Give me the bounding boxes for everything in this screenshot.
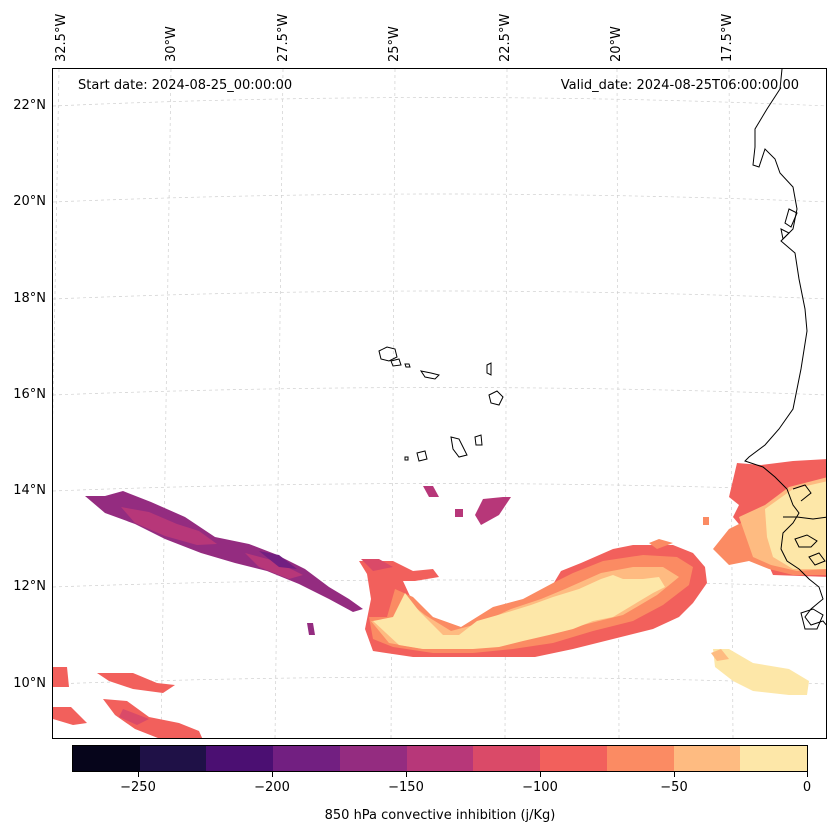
fogo-island xyxy=(416,450,428,462)
santiago-island xyxy=(450,436,468,458)
cin-fleck-east xyxy=(703,517,709,525)
cin-fleck-east-2 xyxy=(649,539,673,549)
cin-band-west-dark xyxy=(259,551,297,569)
bijagos-islands xyxy=(808,552,826,566)
colorbar-tick-mark xyxy=(138,772,139,777)
colorbar-tick-label: −150 xyxy=(388,780,424,795)
cin-band-center-pale xyxy=(373,575,665,649)
colorbar-swatch xyxy=(673,746,741,771)
colorbar-swatch xyxy=(606,746,674,771)
grid-lat-14n xyxy=(53,483,826,492)
grid-lat-18n xyxy=(53,290,826,300)
lat-label-14n: 14°N xyxy=(13,483,46,498)
guinea-coast-islands xyxy=(800,608,824,630)
cin-fleck-1 xyxy=(307,623,315,635)
grid-lat-12n xyxy=(53,579,826,588)
colorbar-tick-mark xyxy=(674,772,675,777)
colorbar-tick-mark xyxy=(272,772,273,777)
map-canvas xyxy=(53,69,826,738)
cin-sw-1 xyxy=(53,667,69,687)
cin-patch-mid-2 xyxy=(475,497,511,525)
grid-lon-32-5w xyxy=(53,69,60,425)
colorbar-tick-mark xyxy=(540,772,541,777)
maio-island xyxy=(474,434,483,446)
colorbar-swatch xyxy=(139,746,207,771)
brava-island xyxy=(404,456,409,461)
grid-lat-10n xyxy=(53,676,826,685)
coast-inlet-north-2 xyxy=(780,228,790,241)
lat-label-18n: 18°N xyxy=(13,291,46,306)
map-plot-area[interactable] xyxy=(52,68,827,739)
lat-label-22n: 22°N xyxy=(13,98,46,113)
lon-label-20w: 20°W xyxy=(609,26,624,62)
lon-label-27-5w: 27.5°W xyxy=(276,13,291,62)
colorbar-swatch xyxy=(339,746,407,771)
colorbar-tick-label: −200 xyxy=(254,780,290,795)
grid-lon-30w xyxy=(160,69,172,738)
lon-label-17-5w: 17.5°W xyxy=(720,13,735,62)
guinea-bissau-islands xyxy=(794,534,818,548)
lat-label-10n: 10°N xyxy=(13,676,46,691)
santa-luzia-island xyxy=(404,363,411,368)
coastlines xyxy=(378,69,826,630)
cin-sw-3-inner xyxy=(119,709,149,725)
cin-patch-mid-1 xyxy=(423,486,439,497)
west-africa-coastline xyxy=(744,69,826,626)
grid-lat-20n xyxy=(53,193,826,203)
grid-lon-20w xyxy=(616,69,620,738)
cin-se-patch-edge xyxy=(711,649,729,661)
gambia-coast xyxy=(783,516,826,520)
lon-label-32-5w: 32.5°W xyxy=(54,13,69,62)
colorbar-swatch xyxy=(273,746,340,771)
colorbar-tick-label: −250 xyxy=(120,780,156,795)
cin-sw-2 xyxy=(97,673,175,693)
cin-sw-4 xyxy=(53,707,87,725)
lon-label-25w: 25°W xyxy=(387,26,402,62)
cin-contours xyxy=(53,459,826,738)
grid-lat-22n xyxy=(53,97,826,107)
boa-vista-island xyxy=(488,390,504,406)
sao-nicolau-island xyxy=(419,370,440,380)
coast-inlet-north xyxy=(784,208,798,228)
grid-lon-17-5w xyxy=(728,69,734,738)
colorbar-title: 850 hPa convective inhibition (j/Kg) xyxy=(324,808,556,823)
grid-lon-27-5w xyxy=(274,69,284,738)
colorbar-tick-mark xyxy=(406,772,407,777)
colorbar-swatch xyxy=(473,746,541,771)
start-date-label: Start date: 2024-08-25_00:00:00 xyxy=(78,78,293,93)
colorbar-swatch xyxy=(740,746,808,771)
lat-label-16n: 16°N xyxy=(13,387,46,402)
cin-patch-center-pink xyxy=(361,559,393,571)
colorbar-swatch xyxy=(73,746,140,771)
cin-sw-3 xyxy=(103,699,203,738)
sao-vicente-island xyxy=(390,358,402,367)
lon-label-22-5w: 22.5°W xyxy=(498,13,513,62)
colorbar-tick-label: 0 xyxy=(802,780,812,795)
cin-patch-mid-3 xyxy=(455,509,463,517)
lat-label-20n: 20°N xyxy=(13,194,46,209)
colorbar-swatch xyxy=(206,746,274,771)
colorbar xyxy=(72,745,808,772)
cin-se-patch xyxy=(713,649,809,695)
colorbar-tick-label: −50 xyxy=(660,780,688,795)
cin-band-west-core xyxy=(121,507,217,545)
valid-date-label: Valid_date: 2024-08-25T06:00:00.00 xyxy=(560,78,799,93)
lon-label-30w: 30°W xyxy=(164,26,179,62)
colorbar-swatch xyxy=(540,746,607,771)
cin-band-west-core-2 xyxy=(245,553,303,579)
santo-antao-island xyxy=(378,346,398,362)
colorbar-swatch xyxy=(406,746,474,771)
sal-island xyxy=(486,362,492,376)
colorbar-tick-label: −100 xyxy=(522,780,558,795)
grid-lat-16n xyxy=(53,387,826,396)
lat-label-12n: 12°N xyxy=(13,579,46,594)
colorbar-tick-mark xyxy=(807,772,808,777)
senegal-river-coast xyxy=(792,484,812,502)
